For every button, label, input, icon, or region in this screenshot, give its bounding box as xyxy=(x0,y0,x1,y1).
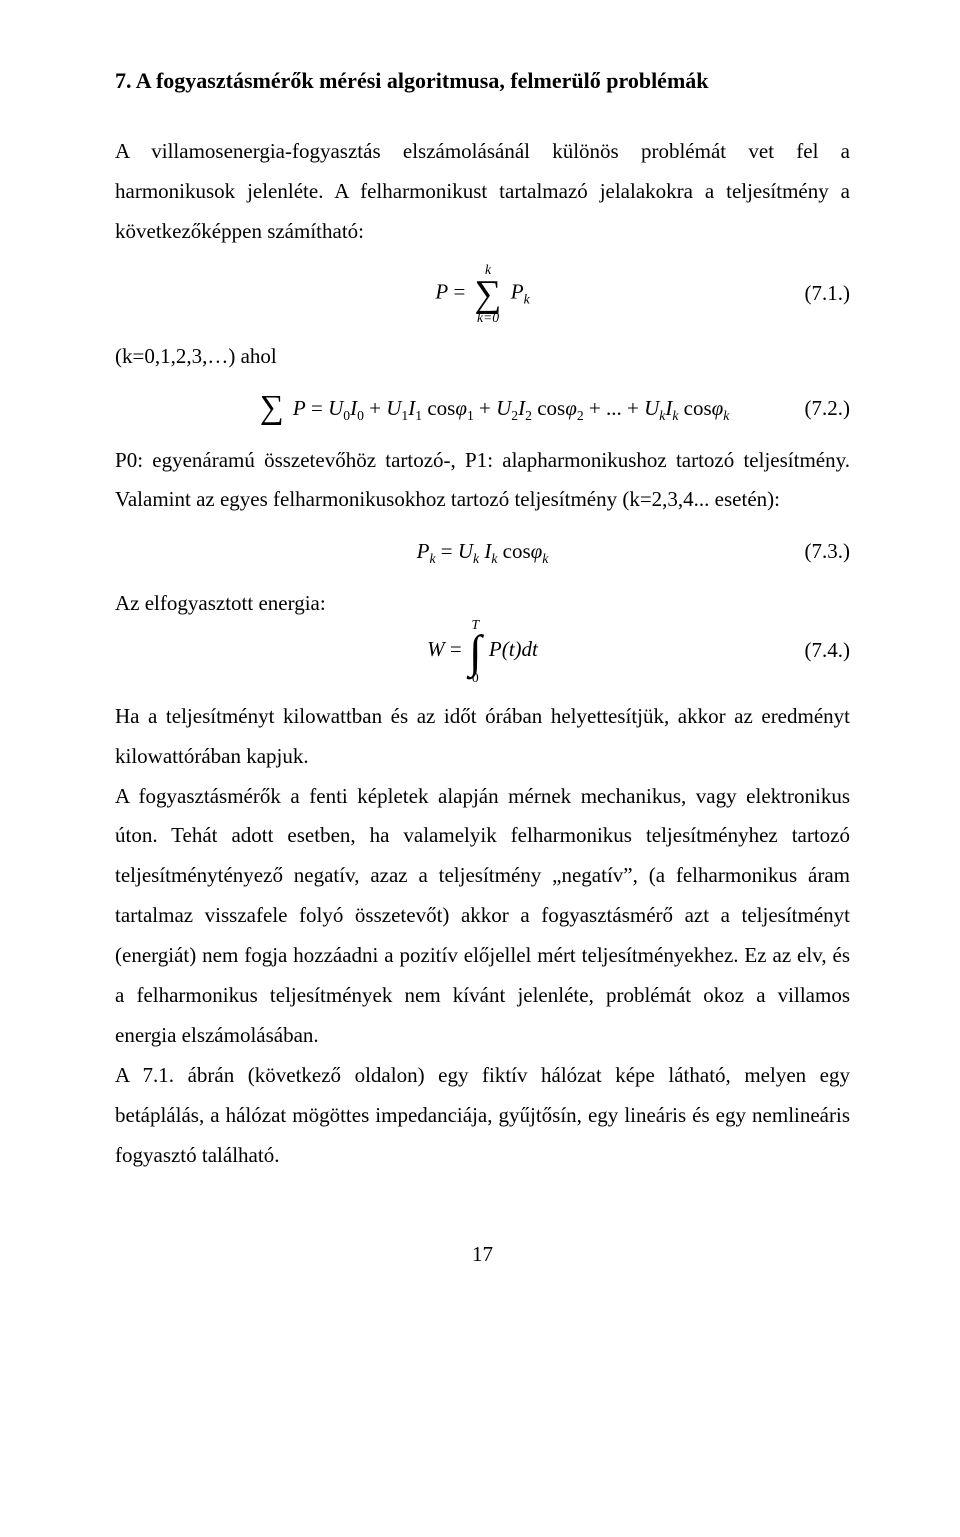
equation-7-2: ∑ P = U0I0 + U1I1 cosφ1 + U2I2 cosφ2 + .… xyxy=(115,389,850,429)
equation-number-7-2: (7.2.) xyxy=(805,389,851,429)
equation-7-1: P = k ∑ k=0 Pk (7.1.) xyxy=(115,263,850,324)
paragraph-intro: A villamosenergia-fogyasztás elszámolásá… xyxy=(115,132,850,252)
equation-7-3: Pk = Uk Ik cosφk (7.3.) xyxy=(115,532,850,572)
equation-number-7-1: (7.1.) xyxy=(805,274,851,314)
equation-number-7-4: (7.4.) xyxy=(805,631,851,671)
paragraph-main: A fogyasztásmérők a fenti képletek alapj… xyxy=(115,777,850,1056)
paragraph-units: Ha a teljesítményt kilowattban és az idő… xyxy=(115,697,850,777)
equation-number-7-3: (7.3.) xyxy=(805,532,851,572)
where-label: (k=0,1,2,3,…) ahol xyxy=(115,337,850,377)
equation-7-1-body: P = k ∑ k=0 Pk xyxy=(435,263,529,324)
paragraph-figure-ref: A 7.1. ábrán (következő oldalon) egy fik… xyxy=(115,1056,850,1176)
equation-7-3-body: Pk = Uk Ik cosφk xyxy=(417,532,549,572)
paragraph-p0-p1: P0: egyenáramú összetevőhöz tartozó-, P1… xyxy=(115,441,850,521)
equation-7-4: W = T ∫ 0 P(t)dt (7.4.) xyxy=(115,618,850,685)
page-number: 17 xyxy=(115,1235,850,1275)
equation-7-2-body: ∑ P = U0I0 + U1I1 cosφ1 + U2I2 cosφ2 + .… xyxy=(256,389,730,429)
section-title: 7. A fogyasztásmérők mérési algoritmusa,… xyxy=(115,60,850,102)
equation-7-4-body: W = T ∫ 0 P(t)dt xyxy=(427,618,538,685)
